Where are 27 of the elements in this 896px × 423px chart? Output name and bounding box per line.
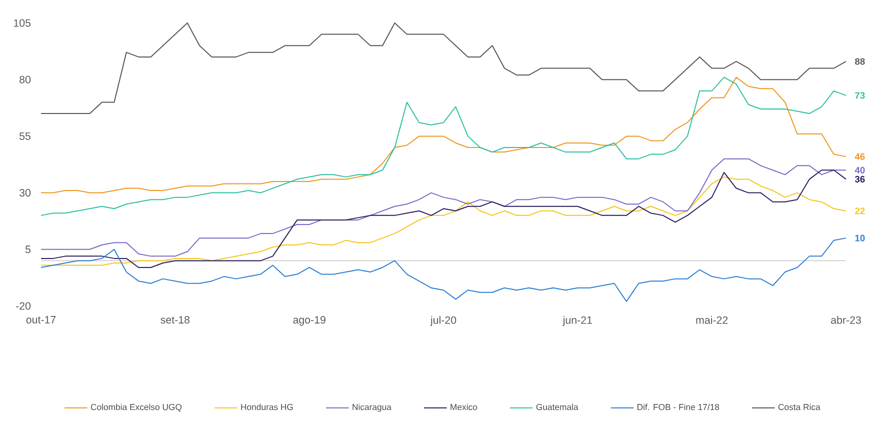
data-label: 46 xyxy=(854,153,865,160)
legend-label: Colombia Excelso UGQ xyxy=(90,404,182,412)
data-label: 36 xyxy=(854,176,865,183)
y-tick-label: 30 xyxy=(20,189,31,197)
data-label: 73 xyxy=(855,92,865,99)
data-label: 10 xyxy=(855,234,865,242)
legend-label: Guatemala xyxy=(536,404,578,410)
y-tick-label: 5 xyxy=(25,246,31,254)
x-tick-label: out-17 xyxy=(26,316,56,324)
x-tick-label: set-18 xyxy=(160,316,190,324)
x-tick-label: jul-20 xyxy=(430,316,456,326)
legend-label: Mexico xyxy=(450,404,478,410)
data-label: 40 xyxy=(854,166,865,174)
x-tick-label: mai-22 xyxy=(696,316,728,324)
y-tick-label: 55 xyxy=(20,132,31,140)
y-tick-label: -20 xyxy=(16,302,31,310)
legend-label: Dif. FOB - Fine 17/18 xyxy=(638,404,720,410)
y-tick-label: 80 xyxy=(20,76,31,84)
x-tick-label: ago-19 xyxy=(293,316,326,326)
x-tick-label: jun-21 xyxy=(562,316,592,326)
x-tick-label: abr-23 xyxy=(831,316,861,324)
y-tick-label: 105 xyxy=(14,19,31,27)
legend-label: Nicaragua xyxy=(352,404,392,412)
data-label: 22 xyxy=(855,208,865,214)
data-label: 88 xyxy=(855,58,865,65)
legend-label: Honduras HG xyxy=(241,404,293,410)
legend-label: Costa Rica xyxy=(778,404,820,410)
